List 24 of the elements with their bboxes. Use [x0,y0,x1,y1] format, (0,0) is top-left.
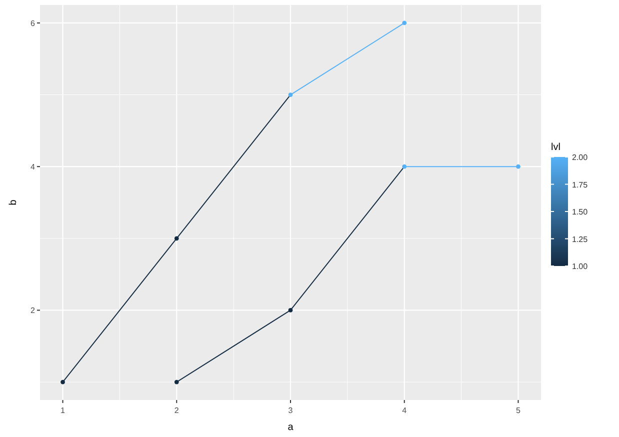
point [288,308,293,312]
x-tick-label: 1 [60,406,66,415]
y-axis-title: b [8,199,19,206]
x-tick-label: 2 [174,406,180,415]
color-bar-label: 1.00 [572,262,588,271]
point [60,380,65,384]
point [402,20,407,26]
point [174,380,179,384]
color-bar-label: 1.50 [572,208,588,216]
color-bar-label: 1.25 [572,234,588,244]
color-bar-label: 2.00 [572,153,588,162]
x-tick-label: 4 [402,406,408,415]
point [288,92,293,97]
y-tick-label: 6 [30,18,36,28]
point [402,164,407,169]
color-bar-title: lvl [551,142,560,153]
point [516,164,520,169]
x-tick-label: 3 [288,406,294,415]
x-tick-label: 5 [516,406,521,415]
y-tick-label: 4 [30,162,36,172]
point [174,236,179,241]
y-tick-label: 2 [30,306,36,316]
color-bar-label: 1.75 [572,180,588,190]
x-axis-title: a [288,422,294,433]
